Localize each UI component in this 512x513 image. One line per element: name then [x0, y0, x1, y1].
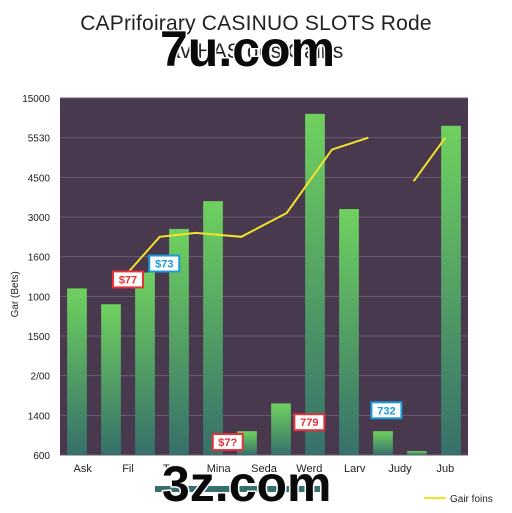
y-tick-label: 1500	[28, 332, 51, 343]
y-axis-label: Gar (Bets)	[10, 271, 21, 317]
line-series	[127, 136, 447, 274]
legend: Gair foins	[155, 486, 493, 505]
x-tick-label: Judy	[388, 463, 412, 475]
grid-lines	[60, 97, 468, 456]
value-label-box	[211, 433, 244, 452]
chart-title-line-1: CAPrifoirary CASINUO SLOTS Rode	[80, 12, 432, 35]
value-label-box	[148, 254, 181, 273]
y-tick-label: 4500	[28, 173, 51, 184]
bar	[101, 304, 121, 455]
bar	[203, 201, 223, 455]
value-label-text: $77	[119, 274, 137, 286]
y-tick-label: 15000	[22, 94, 50, 105]
value-label: $7?	[211, 433, 244, 452]
watermark-top: 7u.com	[158, 20, 336, 79]
value-label-text: 732	[377, 405, 395, 417]
x-tick-label: Tote	[163, 463, 184, 475]
value-label: 779	[293, 413, 326, 432]
value-label: 732	[370, 401, 403, 420]
value-label: $73	[148, 254, 181, 273]
axes: 600 1400 2/00 1500 1000 1600 3000 4500 5530 15000…	[10, 94, 454, 475]
x-tick-label: Ask	[73, 463, 92, 475]
legend-label: Gair foins	[450, 494, 493, 505]
x-tick-label: Jub	[436, 463, 454, 475]
y-tick-label: 2/00	[31, 372, 51, 383]
bar-series	[67, 113, 461, 456]
value-label-text: 779	[300, 417, 318, 429]
bar	[407, 451, 427, 455]
value-label-box	[370, 401, 403, 420]
value-label-box	[112, 270, 144, 289]
y-tick-label: 5530	[28, 134, 51, 145]
bar	[135, 272, 155, 455]
bar	[339, 209, 359, 455]
x-tick-label: Fil	[122, 463, 134, 475]
value-label: $77	[112, 270, 144, 289]
y-tick-label: 600	[33, 451, 50, 462]
line-series-segment	[127, 136, 369, 274]
bar	[169, 228, 189, 455]
bar	[67, 288, 87, 455]
x-tick-label: Larv	[344, 463, 366, 475]
legend-color-strip	[155, 486, 325, 492]
bar	[441, 125, 461, 456]
y-tick-label: 1600	[28, 253, 51, 264]
x-tick-label: Seda	[251, 463, 278, 475]
value-label-text: $7?	[218, 437, 237, 449]
line-series-segment	[412, 137, 447, 182]
value-label-text: $73	[155, 259, 173, 271]
y-tick-label: 1000	[28, 292, 51, 303]
y-tick-label: 1400	[28, 411, 51, 422]
watermark-bottom: 3z.com	[161, 455, 334, 513]
x-tick-label: Mina	[207, 463, 232, 475]
bar	[305, 113, 325, 455]
chart-title-line-2: av HAS dos Gains	[168, 40, 344, 63]
bar	[271, 403, 291, 455]
x-tick-label: Werd	[296, 463, 322, 475]
y-tick-label: 3000	[28, 213, 51, 224]
bar	[373, 431, 393, 455]
value-label-box	[293, 413, 326, 432]
value-labels: $77 $73 $7? 779 732	[112, 254, 403, 452]
